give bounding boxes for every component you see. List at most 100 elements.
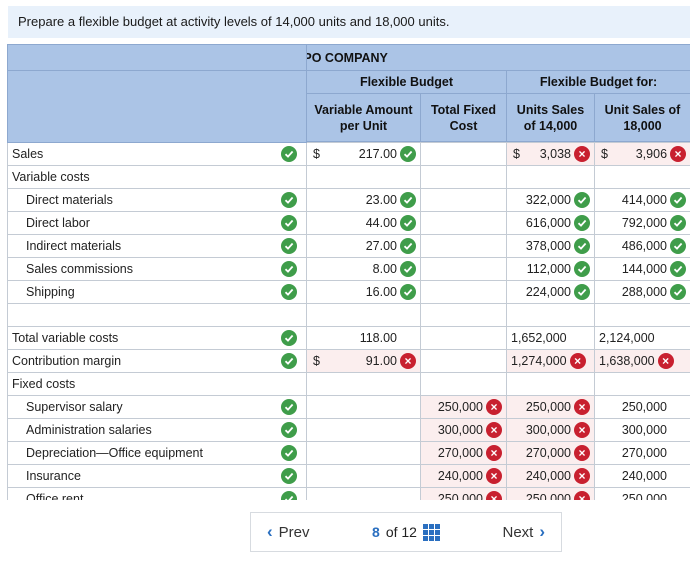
units-18000-input[interactable]: 414,000 <box>593 188 690 212</box>
units-14000-input[interactable]: $3,038 × <box>506 142 595 166</box>
variable-amount-input[interactable]: $91.00 × <box>306 349 421 373</box>
incorrect-x-icon: × <box>486 445 502 461</box>
variable-amount-input[interactable]: 8.00 <box>306 257 421 281</box>
variable-amount-input[interactable] <box>306 395 421 419</box>
fixed-cost-input[interactable]: 270,000 × <box>420 441 507 465</box>
flexible-budget-header: Flexible Budget <box>306 70 507 94</box>
prev-button[interactable]: ‹ Prev <box>267 522 310 541</box>
correct-check-icon <box>281 445 298 461</box>
table-row: Sales commissions 8.00 112,000 144,000 <box>7 257 690 281</box>
table-row: Variable costs <box>7 165 690 189</box>
correct-check-icon <box>574 238 590 254</box>
variable-amount-input[interactable]: $217.00 <box>306 142 421 166</box>
row-label: Insurance <box>7 464 273 488</box>
correct-check-icon <box>670 284 687 300</box>
variable-amount-input[interactable] <box>306 418 421 442</box>
units-14000-input[interactable]: 112,000 <box>506 257 595 281</box>
units-18000-value: 240,000 <box>593 464 690 488</box>
table-row: Shipping 16.00 224,000 288,000 <box>7 280 690 304</box>
correct-check-icon <box>400 192 416 208</box>
row-label: Variable costs <box>7 165 273 189</box>
units-18000-value: 270,000 <box>593 441 690 465</box>
units-14000-input[interactable]: 224,000 <box>506 280 595 304</box>
incorrect-x-icon: × <box>574 491 590 500</box>
fixed-cost-input[interactable]: 250,000 × <box>420 395 507 419</box>
units-18000-input[interactable]: 144,000 <box>593 257 690 281</box>
correct-check-icon <box>400 146 416 162</box>
page-indicator[interactable]: 8 of 12 <box>372 523 440 541</box>
correct-check-icon <box>400 284 416 300</box>
variable-amount-input[interactable] <box>306 441 421 465</box>
units-18000-value: 250,000 <box>593 487 690 500</box>
correct-check-icon <box>281 261 298 277</box>
incorrect-x-icon: × <box>574 445 590 461</box>
units-14000-input[interactable]: 240,000 × <box>506 464 595 488</box>
fixed-cost-input[interactable] <box>420 257 507 281</box>
incorrect-x-icon: × <box>574 399 590 415</box>
incorrect-x-icon: × <box>657 353 674 369</box>
incorrect-x-icon: × <box>486 399 502 415</box>
grid-icon[interactable] <box>422 523 440 541</box>
row-label: Administration salaries <box>7 418 273 442</box>
correct-check-icon <box>281 422 298 438</box>
units-18000-value: 250,000 <box>593 395 690 419</box>
correct-check-icon <box>281 330 298 346</box>
variable-amount-input[interactable]: 27.00 <box>306 234 421 258</box>
units-18000-input[interactable]: $3,906 × <box>593 142 690 166</box>
variable-amount-input[interactable]: 23.00 <box>306 188 421 212</box>
units-14000-input[interactable]: 300,000 × <box>506 418 595 442</box>
next-button[interactable]: Next › <box>502 522 545 541</box>
correct-check-icon <box>670 215 687 231</box>
fixed-cost-input[interactable]: 300,000 × <box>420 418 507 442</box>
units-18000-input[interactable]: 1,638,000 × <box>593 349 690 373</box>
correct-check-icon <box>281 353 298 369</box>
correct-check-icon <box>400 215 416 231</box>
variable-amount-input[interactable]: 16.00 <box>306 280 421 304</box>
units-18000-input[interactable]: 288,000 <box>593 280 690 304</box>
units-14000-input[interactable]: 250,000 × <box>506 487 595 500</box>
correct-check-icon <box>574 215 590 231</box>
units-14000-input[interactable]: 322,000 <box>506 188 595 212</box>
correct-check-icon <box>574 261 590 277</box>
units-18000-input[interactable]: 486,000 <box>593 234 690 258</box>
incorrect-x-icon: × <box>486 468 502 484</box>
units-18000-input[interactable]: 792,000 <box>593 211 690 235</box>
correct-check-icon <box>281 284 298 300</box>
row-label: Supervisor salary <box>7 395 273 419</box>
table-row: Contribution margin $91.00 × 1,274,000 × 1… <box>7 349 690 373</box>
units-14000-input[interactable]: 616,000 <box>506 211 595 235</box>
units-14000-input[interactable]: 378,000 <box>506 234 595 258</box>
row-label: Contribution margin <box>7 349 273 373</box>
table-row: Depreciation—Office equipment 270,000 × 2… <box>7 441 690 465</box>
company-name: TEMPO COMPANY <box>305 44 690 71</box>
row-label: Sales commissions <box>7 257 273 281</box>
incorrect-x-icon: × <box>574 468 590 484</box>
variable-amount-input[interactable] <box>306 464 421 488</box>
fixed-cost-input[interactable] <box>420 234 507 258</box>
incorrect-x-icon: × <box>574 422 590 438</box>
table-row: Total variable costs 118.00 1,652,000 2,… <box>7 326 690 350</box>
variable-amount-input[interactable]: 44.00 <box>306 211 421 235</box>
units-14000-input[interactable]: 1,274,000 × <box>506 349 595 373</box>
units-14000-input[interactable]: 250,000 × <box>506 395 595 419</box>
fixed-cost-input[interactable]: 250,000 × <box>420 487 507 500</box>
variable-amount-header: Variable Amount per Unit <box>306 93 421 142</box>
question-prompt: Prepare a flexible budget at activity le… <box>8 6 690 38</box>
units-14000-header: Units Sales of 14,000 <box>506 93 595 142</box>
fixed-cost-input[interactable] <box>420 188 507 212</box>
fixed-cost-input[interactable]: 240,000 × <box>420 464 507 488</box>
fixed-cost-input[interactable] <box>420 211 507 235</box>
chevron-right-icon: › <box>539 522 545 541</box>
units-14000-input[interactable]: 270,000 × <box>506 441 595 465</box>
row-label: Total variable costs <box>7 326 273 350</box>
table-row: Administration salaries 300,000 × 300,000… <box>7 418 690 442</box>
correct-check-icon <box>281 399 298 415</box>
row-label: Indirect materials <box>7 234 273 258</box>
variable-amount-total: 118.00 <box>306 326 421 350</box>
variable-amount-input[interactable] <box>306 487 421 500</box>
fixed-cost-input[interactable] <box>420 142 507 166</box>
total-fixed-cost-header: Total Fixed Cost <box>420 93 507 142</box>
fixed-cost-input[interactable] <box>420 280 507 304</box>
row-label: Shipping <box>7 280 273 304</box>
correct-check-icon <box>574 284 590 300</box>
